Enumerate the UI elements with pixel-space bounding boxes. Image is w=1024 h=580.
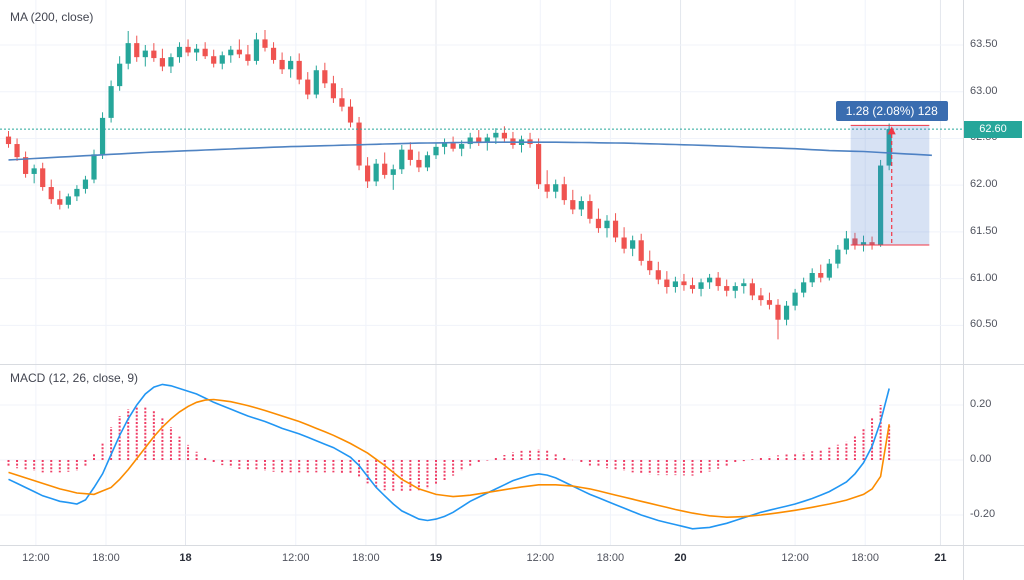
- ma-200-line: [8, 141, 932, 161]
- price-tick-label: 61.00: [970, 271, 998, 284]
- macd-tick-label: 0.00: [970, 453, 992, 465]
- time-tick-label: 12:00: [282, 552, 310, 564]
- price-tick-label: 60.50: [970, 318, 998, 331]
- macd-tick-label: -0.20: [970, 508, 996, 520]
- time-tick-label: 18:00: [352, 552, 380, 564]
- macd-lines: [8, 383, 890, 530]
- macd-histogram: [7, 405, 891, 492]
- ma-indicator-legend[interactable]: MA (200, close): [10, 10, 94, 24]
- time-tick-label: 21: [934, 552, 947, 564]
- price-tick-label: 62.00: [970, 178, 998, 191]
- time-tick-label: 18:00: [851, 552, 879, 564]
- time-tick-label: 18:00: [596, 552, 625, 564]
- last-price-label: 62.60: [964, 120, 1022, 138]
- gridlines: [0, 0, 963, 545]
- time-tick-label: 20: [674, 552, 687, 564]
- time-tick-label: 12:00: [781, 552, 809, 564]
- macd-tick-label: 0.20: [970, 398, 992, 410]
- price-range-tool[interactable]: [850, 124, 930, 246]
- time-tick-label: 12:00: [526, 552, 555, 564]
- time-tick-label: 18: [179, 552, 192, 564]
- time-tick-label: 18:00: [92, 552, 120, 564]
- price-tick-label: 61.50: [970, 224, 998, 237]
- price-range-measure-label[interactable]: 1.28 (2.08%) 128: [835, 101, 948, 121]
- macd-indicator-legend[interactable]: MACD (12, 26, close, 9): [10, 371, 139, 385]
- price-tick-label: 63.00: [970, 84, 998, 97]
- price-tick-label: 63.50: [970, 38, 998, 50]
- time-tick-label: 19: [429, 552, 443, 564]
- time-tick-label: 12:00: [22, 552, 50, 564]
